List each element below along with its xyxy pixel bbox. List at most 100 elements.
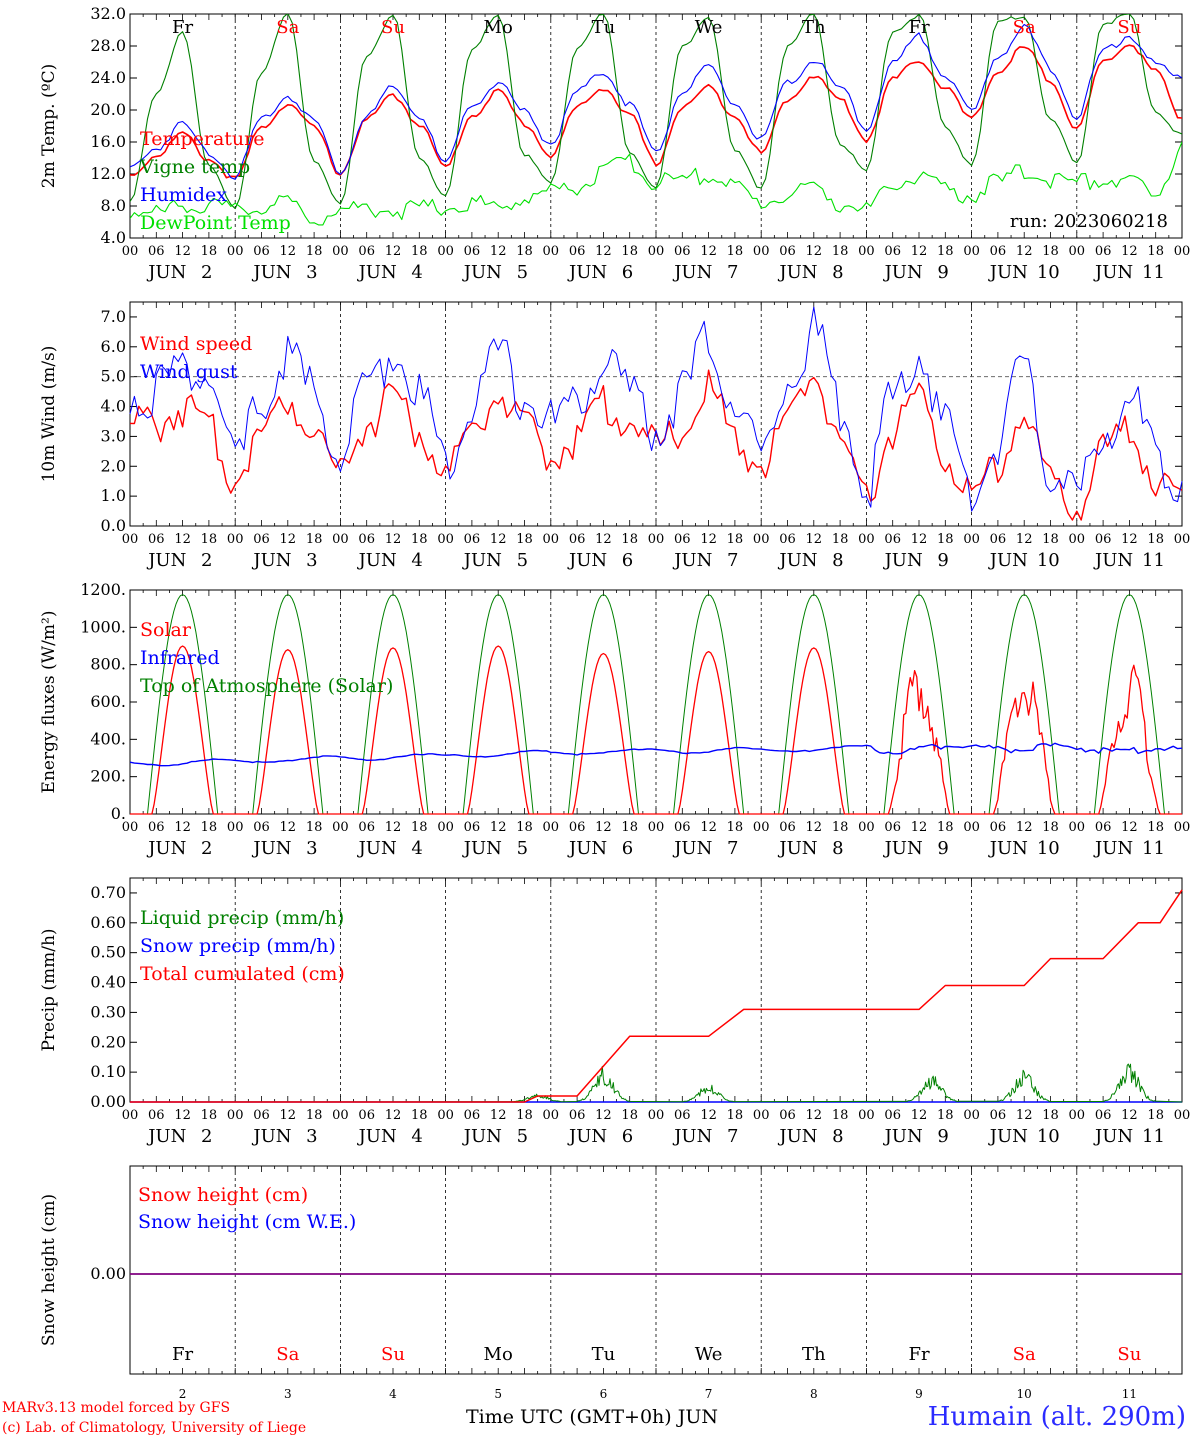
- day-number-label: 3: [284, 1387, 292, 1401]
- hour-tick-label: 06: [884, 244, 901, 259]
- weekday-label: Fr: [908, 1344, 929, 1365]
- month-label: JUN: [567, 262, 607, 283]
- hour-tick-label: 18: [727, 244, 744, 259]
- y-tick-label: 5.0: [101, 367, 126, 386]
- weekday-label: Su: [1117, 17, 1141, 38]
- hour-tick-label: 12: [700, 244, 717, 259]
- hour-tick-label: 12: [490, 244, 507, 259]
- day-number-label: 5: [517, 550, 528, 571]
- hour-tick-label: 12: [280, 244, 297, 259]
- day-number-label: 10: [1037, 1126, 1060, 1147]
- weekday-label: Sa: [1013, 1344, 1036, 1365]
- model-credit: MARv3.13 model forced by GFS: [2, 1400, 231, 1416]
- hour-tick-label: 12: [911, 1108, 928, 1123]
- y-tick-label: 2.0: [101, 456, 126, 475]
- day-number-label: 6: [622, 1126, 633, 1147]
- hour-tick-label: 00: [332, 244, 349, 259]
- y-tick-label: 12.0: [90, 164, 126, 183]
- hour-tick-label: 12: [490, 820, 507, 835]
- y-tick-label: 800.: [90, 655, 126, 674]
- hour-tick-label: 12: [385, 1108, 402, 1123]
- hour-tick-label: 12: [1121, 820, 1138, 835]
- month-label: JUN: [988, 1126, 1028, 1147]
- legend-dewpoint-temp: DewPoint Temp: [140, 212, 291, 234]
- weekday-label: Fr: [172, 1344, 193, 1365]
- hour-tick-label: 06: [253, 820, 270, 835]
- day-number-label: 6: [600, 1387, 608, 1401]
- weekday-label: Sa: [276, 1344, 299, 1365]
- day-number-label: 10: [1037, 262, 1060, 283]
- hour-tick-label: 12: [595, 1108, 612, 1123]
- hour-tick-label: 12: [806, 1108, 823, 1123]
- hour-tick-label: 18: [516, 1108, 533, 1123]
- legend-infrared: Infrared: [140, 647, 220, 669]
- hour-tick-label: 18: [1042, 244, 1059, 259]
- legend-wind-gust: Wind gust: [140, 361, 238, 383]
- month-label: JUN: [146, 262, 186, 283]
- weekday-label: Th: [802, 1344, 826, 1365]
- month-label: JUN: [1093, 838, 1133, 859]
- hour-tick-label: 00: [543, 532, 560, 547]
- month-label: JUN: [251, 838, 291, 859]
- hour-tick-label: 12: [1121, 244, 1138, 259]
- weekday-label: Tu: [592, 1344, 616, 1365]
- hour-tick-label: 18: [1147, 1108, 1164, 1123]
- month-label: JUN: [567, 550, 607, 571]
- day-number-label: 6: [622, 262, 633, 283]
- month-label: JUN: [567, 1126, 607, 1147]
- month-label: JUN: [672, 262, 712, 283]
- month-label: JUN: [777, 1126, 817, 1147]
- hour-tick-label: 06: [464, 532, 481, 547]
- hour-tick-label: 12: [1016, 244, 1033, 259]
- month-label: JUN: [146, 1126, 186, 1147]
- legend-liquid-precip-mm-h-: Liquid precip (mm/h): [140, 907, 344, 929]
- temp-series: [130, 14, 1182, 226]
- hour-tick-label: 18: [201, 532, 218, 547]
- legend-snow-height-cm-w-e-: Snow height (cm W.E.): [138, 1211, 356, 1233]
- day-number-label: 2: [179, 1387, 187, 1401]
- hour-tick-label: 18: [727, 532, 744, 547]
- month-label: JUN: [777, 550, 817, 571]
- month-label: JUN: [672, 550, 712, 571]
- day-number-label: 11: [1142, 550, 1165, 571]
- series-humidex: [130, 23, 1182, 180]
- hour-tick-label: 00: [963, 244, 980, 259]
- month-label: JUN: [777, 838, 817, 859]
- y-tick-label: 3.0: [101, 426, 126, 445]
- day-number-label: 4: [411, 1126, 422, 1147]
- lab-credit: (c) Lab. of Climatology, University of L…: [2, 1420, 307, 1436]
- y-axis-label: 2m Temp. (ºC): [39, 64, 59, 189]
- month-label: JUN: [672, 838, 712, 859]
- hour-tick-label: 00: [437, 820, 454, 835]
- y-axis-label: 10m Wind (m/s): [39, 346, 59, 483]
- hour-tick-label: 00: [543, 820, 560, 835]
- y-tick-label: 24.0: [90, 68, 126, 87]
- day-number-label: 5: [517, 838, 528, 859]
- hour-tick-label: 18: [1147, 820, 1164, 835]
- hour-tick-label: 12: [174, 1108, 191, 1123]
- hour-tick-label: 18: [727, 820, 744, 835]
- month-label: JUN: [1093, 1126, 1133, 1147]
- hour-tick-label: 18: [937, 1108, 954, 1123]
- day-number-label: 3: [306, 1126, 317, 1147]
- month-label: JUN: [567, 838, 607, 859]
- hour-tick-label: 12: [280, 820, 297, 835]
- hour-tick-label: 00: [122, 1108, 139, 1123]
- hour-tick-label: 06: [569, 244, 586, 259]
- hour-tick-label: 18: [937, 820, 954, 835]
- hour-tick-label: 00: [1069, 820, 1086, 835]
- hour-tick-label: 00: [1069, 532, 1086, 547]
- hour-tick-label: 06: [148, 1108, 165, 1123]
- hour-tick-label: 18: [1042, 820, 1059, 835]
- hour-tick-label: 18: [621, 532, 638, 547]
- hour-tick-label: 00: [332, 532, 349, 547]
- hour-tick-label: 00: [332, 820, 349, 835]
- legend-snow-precip-mm-h-: Snow precip (mm/h): [140, 935, 336, 957]
- hour-tick-label: 18: [832, 1108, 849, 1123]
- hour-tick-label: 00: [227, 244, 244, 259]
- hour-tick-label: 12: [911, 244, 928, 259]
- series-dewpoint-temp: [130, 141, 1182, 226]
- hour-tick-label: 00: [437, 532, 454, 547]
- hour-tick-label: 06: [569, 820, 586, 835]
- hour-tick-label: 00: [122, 820, 139, 835]
